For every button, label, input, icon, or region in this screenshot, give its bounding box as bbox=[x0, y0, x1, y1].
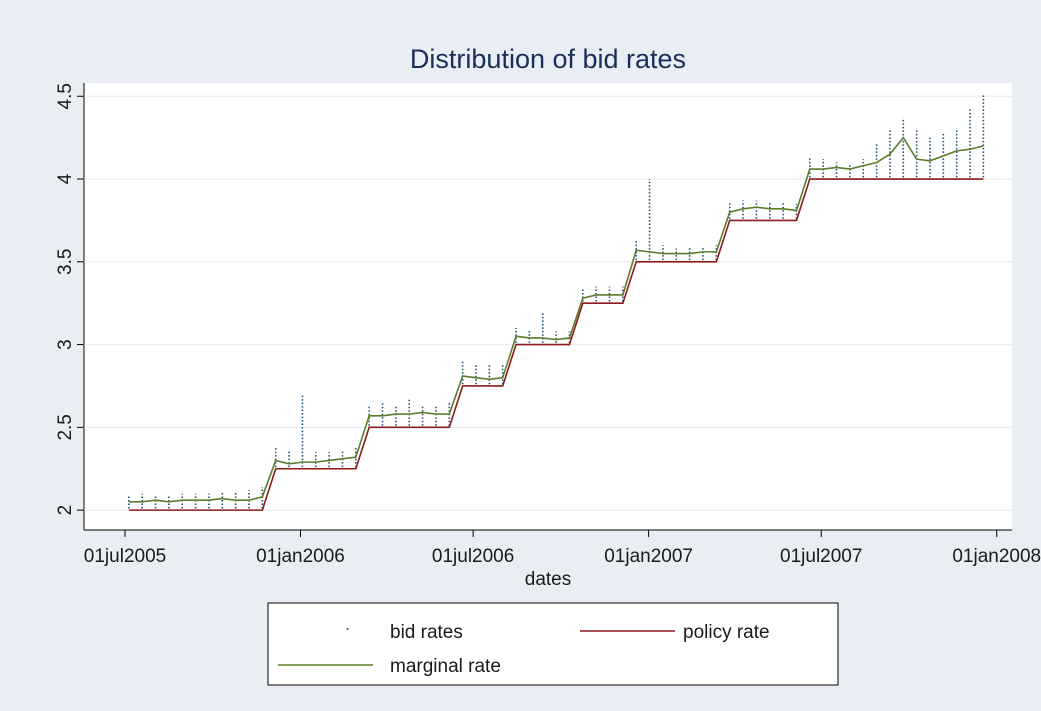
y-tick-label: 3.5 bbox=[55, 249, 76, 275]
y-tick-label: 4 bbox=[55, 173, 76, 184]
x-tick-label: 01jul2006 bbox=[432, 546, 514, 567]
x-tick-label: 01jan2007 bbox=[604, 546, 693, 567]
legend-label: policy rate bbox=[683, 622, 770, 643]
series-line bbox=[128, 136, 984, 503]
y-tick-label: 4.5 bbox=[55, 83, 76, 109]
legend-key bbox=[346, 628, 349, 630]
legend-label: bid rates bbox=[390, 622, 463, 643]
series-line bbox=[128, 178, 984, 511]
x-tick-label: 01jul2007 bbox=[780, 546, 862, 567]
chart-title: Distribution of bid rates bbox=[410, 44, 686, 74]
legend-label: marginal rate bbox=[390, 656, 501, 677]
y-tick-label: 2 bbox=[55, 505, 76, 516]
plot-area bbox=[84, 83, 1012, 530]
x-axis-label: dates bbox=[525, 569, 571, 590]
x-tick-label: 01jul2005 bbox=[84, 546, 166, 567]
legend-box bbox=[267, 602, 839, 686]
y-tick-label: 3 bbox=[55, 339, 76, 350]
x-tick-label: 01jan2006 bbox=[256, 546, 345, 567]
y-tick-label: 2.5 bbox=[55, 414, 76, 440]
x-tick-label: 01jan2008 bbox=[952, 546, 1041, 567]
